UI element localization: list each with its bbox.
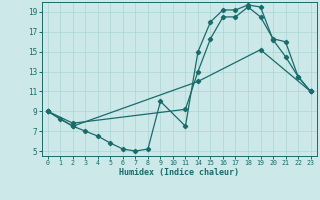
X-axis label: Humidex (Indice chaleur): Humidex (Indice chaleur) bbox=[119, 168, 239, 177]
